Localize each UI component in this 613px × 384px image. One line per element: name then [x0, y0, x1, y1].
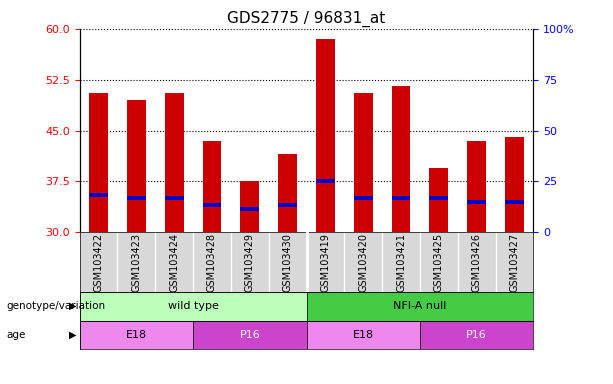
Text: NFI-A null: NFI-A null — [393, 301, 447, 311]
Bar — [89, 93, 108, 232]
Bar — [202, 141, 221, 232]
Bar — [127, 100, 146, 232]
Text: GSM103420: GSM103420 — [358, 233, 368, 291]
Bar — [165, 196, 184, 200]
Bar — [467, 141, 486, 232]
Text: GSM103419: GSM103419 — [321, 233, 330, 291]
Bar — [278, 203, 297, 207]
Text: E18: E18 — [126, 330, 147, 340]
Text: ▶: ▶ — [69, 301, 77, 311]
Text: GSM103424: GSM103424 — [169, 233, 179, 291]
Text: P16: P16 — [240, 330, 260, 340]
Bar — [89, 193, 108, 197]
Bar — [165, 93, 184, 232]
Text: GSM103430: GSM103430 — [283, 233, 292, 291]
Title: GDS2775 / 96831_at: GDS2775 / 96831_at — [227, 11, 386, 27]
Bar — [127, 196, 146, 200]
Text: GSM103427: GSM103427 — [509, 233, 519, 291]
Bar — [316, 39, 335, 232]
Text: GSM103429: GSM103429 — [245, 233, 255, 291]
Bar — [278, 154, 297, 232]
Text: wild type: wild type — [168, 301, 218, 311]
Bar — [392, 196, 411, 200]
Bar — [306, 321, 420, 349]
Bar — [80, 292, 306, 321]
Bar — [193, 321, 306, 349]
Bar — [240, 207, 259, 210]
Text: GSM103423: GSM103423 — [131, 233, 142, 291]
Bar — [316, 179, 335, 184]
Legend: count, percentile rank within the sample: count, percentile rank within the sample — [85, 355, 288, 384]
Bar — [420, 321, 533, 349]
Text: GSM103425: GSM103425 — [434, 233, 444, 291]
Bar — [467, 200, 486, 204]
Text: P16: P16 — [466, 330, 487, 340]
Text: age: age — [6, 330, 26, 340]
Text: E18: E18 — [352, 330, 374, 340]
Bar — [354, 196, 373, 200]
Bar — [429, 168, 448, 232]
Text: GSM103426: GSM103426 — [471, 233, 482, 291]
Bar — [429, 196, 448, 200]
Text: genotype/variation: genotype/variation — [6, 301, 105, 311]
Bar — [505, 137, 524, 232]
Text: GSM103428: GSM103428 — [207, 233, 217, 291]
Text: ▶: ▶ — [69, 330, 77, 340]
Bar — [354, 93, 373, 232]
Bar — [306, 292, 533, 321]
Text: GSM103421: GSM103421 — [396, 233, 406, 291]
Bar — [80, 321, 193, 349]
Bar — [240, 182, 259, 232]
Bar — [392, 86, 411, 232]
Bar — [202, 203, 221, 207]
Text: GSM103422: GSM103422 — [94, 233, 104, 291]
Bar — [505, 200, 524, 204]
